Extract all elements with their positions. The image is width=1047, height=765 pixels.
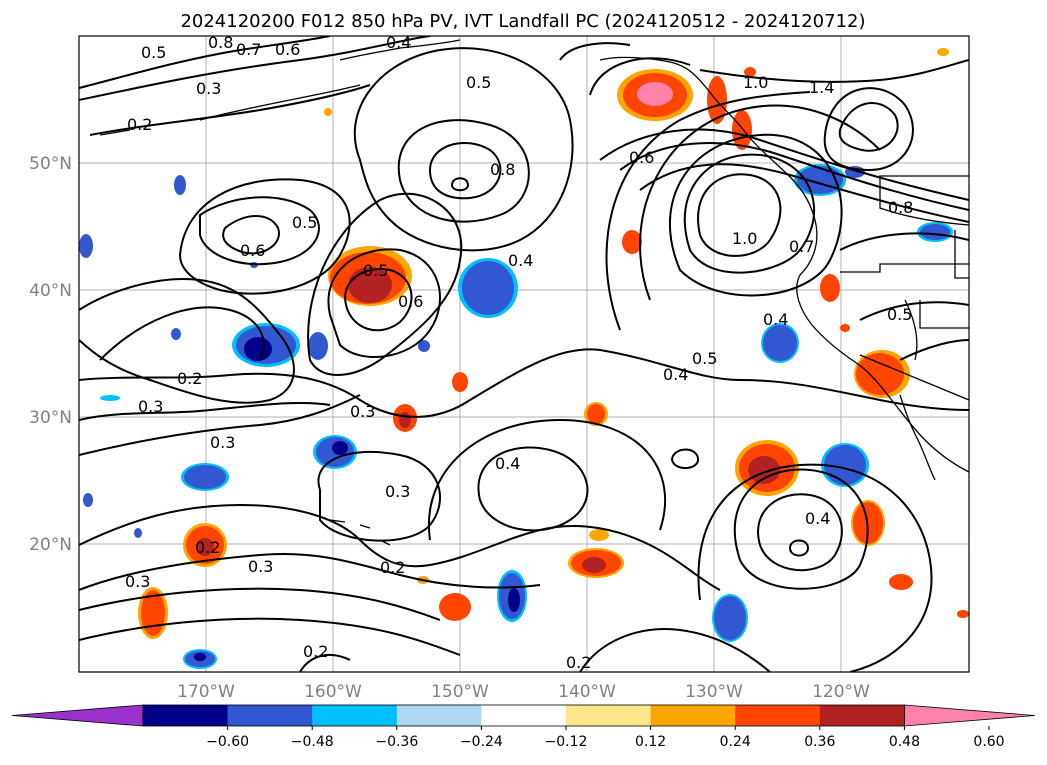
colorbar-segment xyxy=(481,705,567,726)
contour-label: 0.5 xyxy=(692,349,717,368)
contour-label: 0.3 xyxy=(125,572,150,591)
contour-label: 0.3 xyxy=(248,557,273,576)
colorbar-tick-label: −0.24 xyxy=(460,734,503,750)
lon-label: 120°W xyxy=(812,682,870,702)
colorbar-tick-label: 0.48 xyxy=(889,734,920,750)
colorbar-border xyxy=(142,704,905,727)
contour-label: 0.3 xyxy=(138,397,163,416)
contour-label: 0.2 xyxy=(127,115,152,134)
colorbar-tick-label: 0.60 xyxy=(973,734,1004,750)
colorbar-segment xyxy=(819,705,905,726)
contour-label: 0.3 xyxy=(385,482,410,501)
lon-label: 130°W xyxy=(685,682,743,702)
contour-label: 0.2 xyxy=(195,538,220,557)
lon-label: 140°W xyxy=(558,682,616,702)
contour-label: 0.3 xyxy=(210,433,235,452)
colorbar-segment xyxy=(143,705,229,726)
coastlines xyxy=(99,39,969,546)
colorbar-tick-label: 0.12 xyxy=(635,734,666,750)
contour-label: 0.5 xyxy=(292,213,317,232)
colorbar-segment xyxy=(312,705,398,726)
contour-label: 0.2 xyxy=(566,653,591,672)
longitude-labels: 170°W 160°W 150°W 140°W 130°W 120°W xyxy=(177,682,870,702)
lat-label: 20°N xyxy=(29,535,72,555)
contour-label: 0.5 xyxy=(887,305,912,324)
contour-label: 0.3 xyxy=(196,79,221,98)
colorbar-tick-label: −0.60 xyxy=(206,734,249,750)
colorbar: −0.60 −0.48 −0.36 −0.24 −0.12 0.12 0.24 0.36 0.4… xyxy=(11,704,1036,750)
colorbar-segment xyxy=(735,705,821,726)
gridlines xyxy=(79,36,969,672)
negative-ivt-regions xyxy=(79,164,953,669)
lon-label: 160°W xyxy=(304,682,362,702)
colorbar-segment xyxy=(650,705,736,726)
colorbar-tick-label: −0.36 xyxy=(375,734,418,750)
contour-label: 1.0 xyxy=(732,229,757,248)
contour-label: 0.5 xyxy=(363,261,388,280)
contour-label: 0.2 xyxy=(303,642,328,661)
contour-label: 1.4 xyxy=(809,78,834,97)
colorbar-tick-label: −0.48 xyxy=(291,734,334,750)
positive-ivt-regions xyxy=(138,48,969,639)
contour-label: 0.4 xyxy=(763,310,788,329)
contour-label-group: 0.8 0.7 0.6 0.5 0.3 0.2 0.6 0.5 0.5 0.8 … xyxy=(125,33,913,672)
lat-label: 30°N xyxy=(29,408,72,428)
contour-label: 0.8 xyxy=(208,33,233,52)
map-title: 2024120200 F012 850 hPa PV, IVT Landfall… xyxy=(180,11,865,32)
latitude-labels: 50°N 40°N 30°N 20°N xyxy=(29,154,72,555)
map-border xyxy=(78,35,970,673)
contour-label: 0.5 xyxy=(141,43,166,62)
contour-label: 0.7 xyxy=(236,40,261,59)
contour-label: 0.2 xyxy=(177,369,202,388)
contour-label: 0.6 xyxy=(240,241,265,260)
lat-label: 40°N xyxy=(29,281,72,301)
colorbar-segment xyxy=(227,705,313,726)
contour-label: 0.6 xyxy=(398,292,423,311)
colorbar-extend-left xyxy=(11,704,144,727)
contour-label: 0.6 xyxy=(629,148,654,167)
contour-label: 0.7 xyxy=(789,237,814,256)
colorbar-segment xyxy=(566,705,652,726)
contour-label: 1.0 xyxy=(743,73,768,92)
contour-label: 0.3 xyxy=(350,402,375,421)
colorbar-tick-label: 0.24 xyxy=(720,734,751,750)
contour-label: 0.4 xyxy=(508,251,533,270)
pv-contours xyxy=(79,36,969,672)
contour-label: 0.5 xyxy=(466,73,491,92)
colorbar-tick-label: 0.36 xyxy=(804,734,835,750)
contour-label: 0.4 xyxy=(805,509,830,528)
lon-label: 170°W xyxy=(177,682,235,702)
colorbar-segment xyxy=(396,705,482,726)
contour-label: 0.6 xyxy=(275,40,300,59)
lat-label: 50°N xyxy=(29,154,72,174)
contour-label: 0.4 xyxy=(663,365,688,384)
contour-label: 0.4 xyxy=(495,454,520,473)
contour-label: 0.4 xyxy=(386,33,411,52)
map-area xyxy=(79,36,969,672)
lon-label: 150°W xyxy=(431,682,489,702)
contour-label: 0.2 xyxy=(380,558,405,577)
contour-label: 0.8 xyxy=(490,160,515,179)
contour-label: 0.8 xyxy=(888,198,913,217)
colorbar-extend-right xyxy=(904,704,1036,727)
colorbar-tick-label: −0.12 xyxy=(545,734,588,750)
